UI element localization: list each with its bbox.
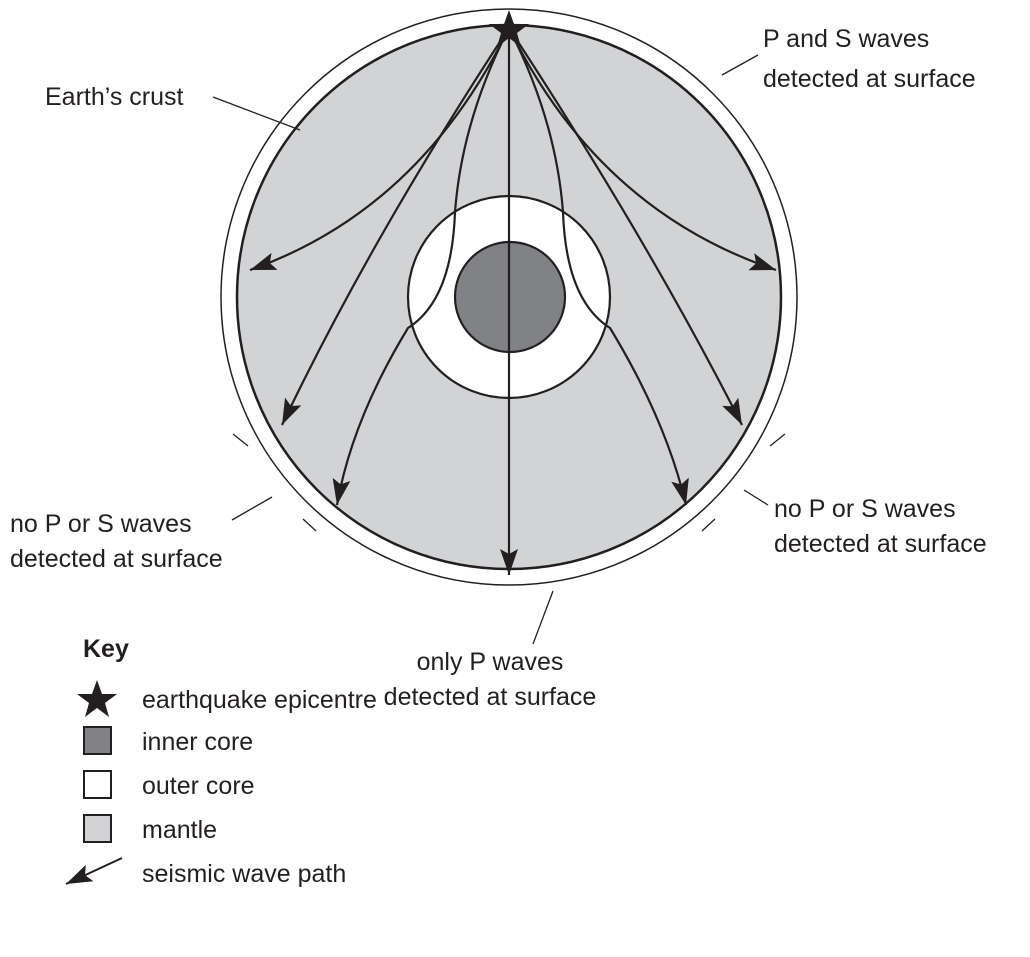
label: detected at surface xyxy=(384,683,597,711)
label: detected at surface xyxy=(774,530,987,558)
label: P and S waves xyxy=(763,25,929,53)
crust-label: Earth’s crust xyxy=(45,83,184,111)
key-item: seismic wave path xyxy=(142,860,346,888)
label: detected at surface xyxy=(10,545,223,573)
label: no P or S waves xyxy=(10,510,192,538)
key-item: inner core xyxy=(142,728,253,756)
key-item: outer core xyxy=(142,772,255,800)
key-swatch xyxy=(84,771,111,798)
key-item: mantle xyxy=(142,816,217,844)
key-title: Key xyxy=(83,635,129,663)
label: only P waves xyxy=(417,648,564,676)
key-arrow xyxy=(66,858,122,884)
diagram: Earth’s crust P and S waves detected at … xyxy=(0,0,1030,957)
label: detected at surface xyxy=(763,65,976,93)
key-swatch xyxy=(84,727,111,754)
key-item: earthquake epicentre xyxy=(142,686,377,714)
key-swatch xyxy=(84,815,111,842)
key-star xyxy=(77,680,117,717)
key: Key earthquake epicentre inner core oute… xyxy=(66,635,377,888)
label: no P or S waves xyxy=(774,495,956,523)
